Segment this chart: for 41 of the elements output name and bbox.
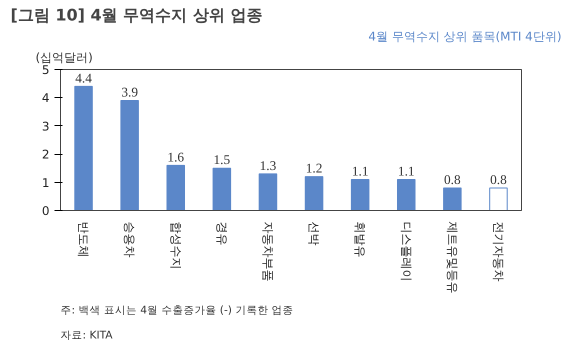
text: 자료: KITA	[60, 328, 114, 342]
y-tick-label: 0	[42, 204, 50, 218]
chart-title: [그림 10] 4월 무역수지 상위 업종	[10, 6, 262, 24]
bar	[443, 187, 462, 210]
bar	[489, 187, 508, 210]
y-axis-title: (십억달러)	[36, 50, 93, 64]
data-label: 3.9	[121, 84, 138, 100]
bar	[212, 168, 232, 210]
data-label: 1.2	[306, 160, 322, 176]
text: 주: 백색 표시는 4월 수출증가율 (-) 기록한 업종	[60, 304, 294, 316]
data-label: 0.8	[490, 172, 508, 187]
bar	[258, 173, 278, 210]
x-tick-label: 반도체	[76, 222, 91, 258]
x-tick-label: 휘발유	[353, 222, 368, 258]
y-tick-label: 5	[42, 63, 50, 77]
bar	[304, 176, 324, 210]
bar	[166, 164, 186, 210]
bar	[350, 178, 370, 210]
data-label: 1.1	[352, 163, 368, 178]
y-tick-label: 1	[42, 176, 50, 190]
data-label: 1.5	[214, 152, 231, 168]
x-tick-label: 경유	[214, 222, 229, 246]
x-tick-label: 전기자동차	[491, 222, 506, 282]
x-tick-label: 자동차부품	[260, 222, 275, 282]
bar	[120, 100, 139, 210]
x-tick-label: 승용차	[122, 222, 137, 258]
data-label: 1.1	[398, 163, 415, 178]
bar	[396, 178, 416, 210]
data-label: 4.4	[75, 70, 92, 86]
data-label: 0.8	[444, 172, 462, 187]
y-tick-label: 2	[42, 148, 50, 162]
chart-subtitle: 4월 무역수지 상위 품목(MTI 4단위)	[368, 30, 562, 44]
y-tick-label: 4	[42, 91, 50, 106]
x-tick-label: 합성수지	[168, 222, 183, 270]
x-tick-label: 선박	[307, 222, 322, 246]
bar	[74, 86, 93, 210]
x-tick-label: 디스플레이	[399, 222, 414, 282]
y-tick-label: 3	[42, 119, 50, 134]
data-label: 1.3	[260, 158, 277, 173]
x-tick-label: 제트유및등유	[445, 222, 460, 294]
data-label: 1.6	[167, 149, 184, 164]
